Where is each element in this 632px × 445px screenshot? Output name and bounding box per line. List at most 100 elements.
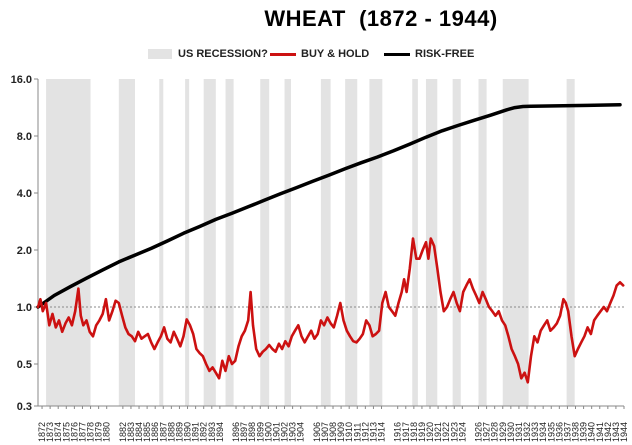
legend-item-buy-hold: BUY & HOLD: [270, 48, 369, 60]
x-tick-label: 1920: [425, 422, 435, 442]
x-tick-label: 1907: [320, 422, 330, 442]
x-tick-label: 1901: [271, 422, 281, 442]
x-tick-label: 1882: [118, 422, 128, 442]
legend-swatch-buy-hold: [270, 52, 296, 56]
x-tick-label: 1937: [562, 422, 572, 442]
recession-band: [118, 79, 135, 406]
x-tick-label: 1912: [360, 422, 370, 442]
x-tick-label: 1916: [393, 422, 403, 442]
recession-band: [452, 79, 461, 406]
x-tick-label: 1874: [53, 422, 63, 442]
x-tick-label: 1917: [401, 422, 411, 442]
y-tick-label: 4.0: [17, 188, 32, 200]
x-tick-label: 1894: [215, 422, 225, 442]
x-tick-label: 1906: [312, 422, 322, 442]
x-tick-label: 1921: [433, 422, 443, 442]
x-tick-label: 1944: [619, 422, 629, 442]
x-tick-label: 1877: [77, 422, 87, 442]
series-line-risk-free: [36, 102, 622, 309]
x-tick-label: 1876: [69, 422, 79, 442]
x-tick-label: 1872: [37, 422, 47, 442]
x-tick-label: 1886: [150, 422, 160, 442]
x-tick-label: 1900: [263, 422, 273, 442]
x-tick-label: 1899: [255, 422, 265, 442]
x-tick-label: 1892: [199, 422, 209, 442]
recession-band: [502, 79, 529, 406]
recession-band: [566, 79, 575, 406]
x-tick-label: 1889: [174, 422, 184, 442]
x-tick-label: 1911: [352, 423, 362, 442]
x-tick-label: 1890: [183, 422, 193, 442]
x-tick-label: 1924: [457, 422, 467, 442]
legend-label-risk-free: RISK-FREE: [415, 48, 475, 60]
x-tick-label: 1939: [579, 422, 589, 442]
x-tick-label: 1913: [368, 422, 378, 442]
x-tick-label: 1897: [239, 422, 249, 442]
x-tick-label: 1932: [522, 422, 532, 442]
legend-item-recession: US RECESSION?: [148, 48, 268, 60]
x-tick-label: 1891: [191, 422, 201, 442]
x-tick-label: 1893: [207, 422, 217, 442]
x-tick-label: 1936: [554, 422, 564, 442]
x-tick-label: 1940: [587, 422, 597, 442]
x-tick-label: 1941: [595, 422, 605, 442]
recession-band: [185, 79, 190, 406]
recession-band: [320, 79, 331, 406]
x-tick-label: 1930: [506, 422, 516, 442]
recession-band: [260, 79, 270, 406]
y-tick-label: 8.0: [17, 131, 32, 143]
x-tick-label: 1923: [449, 422, 459, 442]
x-tick-label: 1909: [336, 422, 346, 442]
y-tick-label: 0.3: [17, 401, 32, 413]
legend-swatch-recession: [148, 49, 172, 59]
x-tick-label: 1928: [490, 422, 500, 442]
x-tick-label: 1903: [288, 422, 298, 442]
x-tick-label: 1875: [61, 422, 71, 442]
x-tick-label: 1933: [530, 422, 540, 442]
recession-band: [478, 79, 487, 406]
legend-swatch-risk-free: [384, 52, 410, 56]
x-tick-label: 1902: [280, 422, 290, 442]
y-tick-label: 0.5: [17, 359, 32, 371]
x-tick-label: 1927: [482, 422, 492, 442]
x-tick-label: 1938: [571, 422, 581, 442]
x-tick-label: 1926: [474, 422, 484, 442]
series-line-buy-hold: [36, 237, 625, 384]
x-tick-label: 1887: [158, 422, 168, 442]
x-tick-label: 1929: [498, 422, 508, 442]
x-tick-label: 1898: [247, 422, 257, 442]
legend-item-risk-free: RISK-FREE: [384, 48, 474, 60]
x-tick-label: 1888: [166, 422, 176, 442]
x-tick-label: 1880: [102, 422, 112, 442]
x-tick-label: 1885: [142, 422, 152, 442]
recession-band: [46, 79, 91, 406]
x-tick-label: 1914: [377, 422, 387, 442]
x-tick-label: 1942: [603, 422, 613, 442]
x-tick-label: 1935: [546, 422, 556, 442]
x-tick-label: 1922: [441, 422, 451, 442]
x-tick-label: 1919: [417, 422, 427, 442]
recession-band: [225, 79, 234, 406]
recession-band: [369, 79, 383, 406]
legend-label-recession: US RECESSION?: [178, 48, 268, 60]
y-tick-label: 16.0: [11, 74, 32, 86]
x-tick-label: 1904: [296, 422, 306, 442]
legend-label-buy-hold: BUY & HOLD: [301, 48, 370, 60]
y-tick-label: 1.0: [17, 302, 32, 314]
recession-band: [412, 79, 418, 406]
x-tick-label: 1931: [514, 422, 524, 442]
x-tick-label: 1908: [328, 422, 338, 442]
x-tick-label: 1878: [86, 422, 96, 442]
recession-band: [284, 79, 291, 406]
x-tick-label: 1884: [134, 422, 144, 442]
x-tick-label: 1896: [231, 422, 241, 442]
x-tick-label: 1910: [344, 422, 354, 442]
recession-band: [203, 79, 216, 406]
y-tick-label: 2.0: [17, 245, 32, 257]
x-tick-label: 1879: [94, 422, 104, 442]
x-tick-label: 1943: [611, 422, 621, 442]
x-tick-label: 1873: [45, 422, 55, 442]
legend: US RECESSION? BUY & HOLD RISK-FREE: [0, 48, 632, 68]
x-tick-label: 1883: [126, 422, 136, 442]
recession-band: [345, 79, 358, 406]
